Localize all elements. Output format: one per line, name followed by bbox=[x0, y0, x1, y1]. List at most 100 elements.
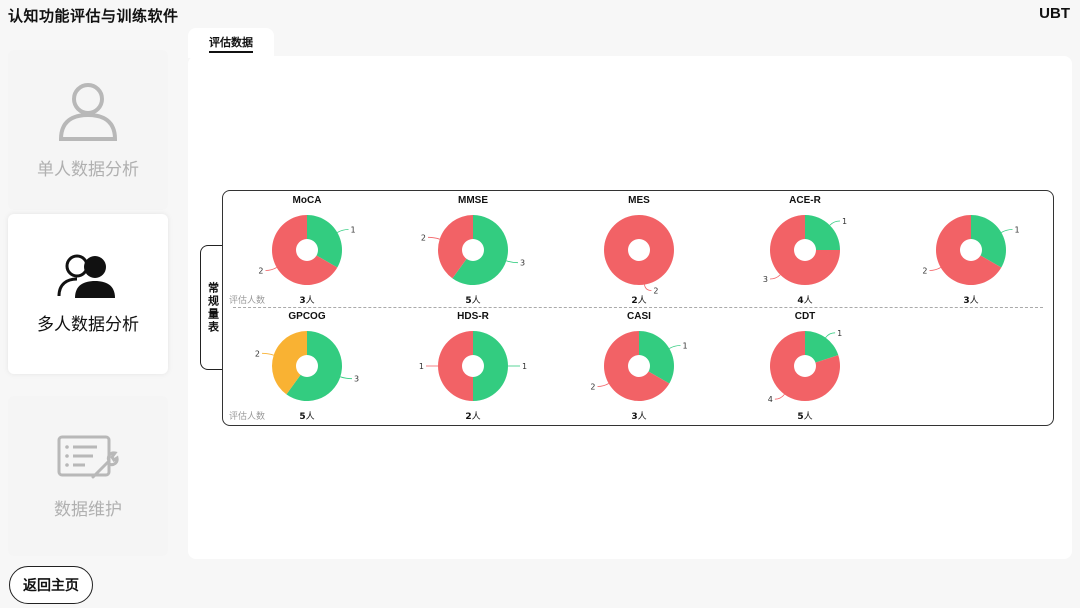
pie-slice-label: 1 bbox=[683, 342, 688, 351]
assessed-count-unit: 人 bbox=[803, 412, 813, 422]
row-divider bbox=[233, 307, 1043, 308]
pie-chart-8: CDT 1 4 5人 bbox=[735, 307, 875, 423]
assessed-count: 3人 bbox=[901, 293, 1041, 306]
pie-chart-title: MES bbox=[628, 195, 650, 206]
assessed-count-value: 2 bbox=[631, 296, 638, 306]
donut-hole bbox=[794, 355, 816, 377]
pie-chart-svg: 12 bbox=[922, 215, 1020, 285]
pie-chart-4: 1 2 3人 bbox=[901, 191, 1041, 307]
row-label-2: 评估人数 bbox=[229, 412, 266, 422]
pie-chart-svg: 12 bbox=[590, 331, 688, 401]
pie-leader-line bbox=[644, 284, 652, 291]
pie-chart-svg: 13 bbox=[763, 215, 847, 285]
pie-chart-svg: 2 bbox=[604, 215, 674, 295]
assessed-count-value: 3 bbox=[299, 296, 306, 306]
users-icon bbox=[57, 254, 115, 298]
donut-hole bbox=[628, 355, 650, 377]
assessed-count: 3人 bbox=[237, 293, 377, 306]
donut-hole bbox=[462, 239, 484, 261]
assessed-count-unit: 人 bbox=[803, 296, 813, 306]
pie-chart-svg: 32 bbox=[255, 331, 359, 401]
charts-container: 评估人数 评估人数 MoCA 1 2 3人 MMSE 3 2 5人 MES 2 2人 ACE-R 1 3 4… bbox=[222, 190, 1054, 426]
nav-single-label: 单人数据分析 bbox=[37, 159, 139, 180]
nav-multi-analysis[interactable]: 多人数据分析 bbox=[8, 214, 168, 374]
pie-chart-svg: 14 bbox=[768, 329, 842, 404]
assessed-count: 4人 bbox=[735, 293, 875, 306]
nav-single-analysis[interactable]: 单人数据分析 bbox=[8, 50, 168, 210]
pie-leader-line bbox=[774, 394, 785, 400]
pie-slice-label: 4 bbox=[768, 395, 773, 404]
pie-chart-title: ACE-R bbox=[789, 195, 821, 206]
pie-leader-line bbox=[337, 229, 349, 233]
pie-chart-title: MoCA bbox=[292, 195, 322, 206]
pie-slice-label: 3 bbox=[763, 275, 768, 284]
assessed-count: 5人 bbox=[403, 293, 543, 306]
row-label-1: 评估人数 bbox=[229, 296, 266, 306]
pie-chart-1: MMSE 3 2 5人 bbox=[403, 191, 543, 307]
pie-slice-label: 2 bbox=[255, 349, 260, 358]
pie-slice-label: 1 bbox=[419, 362, 424, 371]
pie-chart-title: CASI bbox=[627, 311, 651, 322]
pie-chart-2: MES 2 2人 bbox=[569, 191, 709, 307]
pie-leader-line bbox=[340, 376, 352, 380]
assessed-count: 3人 bbox=[569, 409, 709, 422]
pie-leader-line bbox=[825, 332, 836, 338]
donut-hole bbox=[628, 239, 650, 261]
nav-multi-label: 多人数据分析 bbox=[37, 314, 139, 335]
assessed-count-value: 5 bbox=[465, 296, 472, 306]
pie-leader-line bbox=[597, 383, 609, 387]
brand-logo: UBT bbox=[1039, 5, 1070, 22]
assessed-count: 2人 bbox=[403, 409, 543, 422]
pie-chart-6: HDS-R 1 1 2人 bbox=[403, 307, 543, 423]
section-label-text: 常规量表 bbox=[206, 281, 220, 334]
assessed-count-value: 5 bbox=[299, 412, 306, 422]
pie-slice-label: 2 bbox=[421, 233, 426, 242]
section-label: 常规量表 bbox=[200, 245, 224, 370]
assessed-count-value: 4 bbox=[797, 296, 804, 306]
pie-slice-label: 3 bbox=[354, 375, 359, 384]
user-icon bbox=[58, 82, 118, 141]
pie-chart-3: ACE-R 1 3 4人 bbox=[735, 191, 875, 307]
assessed-count-unit: 人 bbox=[305, 296, 315, 306]
pie-slice-label: 1 bbox=[842, 217, 847, 226]
pie-leader-line bbox=[929, 267, 941, 271]
pie-chart-svg: 11 bbox=[419, 331, 527, 401]
pie-slice-label: 1 bbox=[522, 362, 527, 371]
pie-slice-green bbox=[473, 331, 508, 401]
pie-slice-label: 2 bbox=[653, 286, 658, 295]
pie-leader-line bbox=[428, 236, 440, 240]
assessed-count-value: 5 bbox=[797, 412, 804, 422]
pie-chart-5: GPCOG 3 2 5人 bbox=[237, 307, 377, 423]
pie-slice-label: 1 bbox=[837, 329, 842, 338]
pie-slice-label: 2 bbox=[258, 267, 263, 276]
assessed-count-value: 2 bbox=[465, 412, 472, 422]
pie-slice-label: 3 bbox=[520, 259, 525, 268]
pie-leader-line bbox=[506, 260, 518, 264]
assessed-count-unit: 人 bbox=[471, 296, 481, 306]
donut-hole bbox=[960, 239, 982, 261]
pie-slice-orange bbox=[272, 331, 307, 395]
assessed-count: 5人 bbox=[237, 409, 377, 422]
assessed-count-unit: 人 bbox=[637, 296, 647, 306]
pie-chart-svg: 12 bbox=[258, 215, 356, 285]
pie-chart-0: MoCA 1 2 3人 bbox=[237, 191, 377, 307]
assessed-count-value: 3 bbox=[963, 296, 970, 306]
app-title: 认知功能评估与训练软件 bbox=[8, 7, 179, 25]
nav-data-maintenance[interactable]: 数据维护 bbox=[8, 396, 168, 556]
assessed-count-unit: 人 bbox=[969, 296, 979, 306]
pie-chart-svg: 32 bbox=[421, 215, 525, 285]
donut-hole bbox=[794, 239, 816, 261]
home-button[interactable]: 返回主页 bbox=[9, 566, 93, 604]
pie-slice-red bbox=[438, 215, 473, 279]
pie-leader-line bbox=[829, 220, 840, 226]
donut-hole bbox=[296, 239, 318, 261]
assessed-count-value: 3 bbox=[631, 412, 638, 422]
pie-chart-title: CDT bbox=[794, 311, 816, 322]
assessed-count-unit: 人 bbox=[305, 412, 315, 422]
pie-slice-label: 1 bbox=[351, 226, 356, 235]
pie-slice-label: 2 bbox=[590, 383, 595, 392]
tab-assessment-data[interactable]: 评估数据 bbox=[188, 28, 274, 58]
pie-leader-line bbox=[1001, 229, 1013, 233]
pie-chart-title: MMSE bbox=[458, 195, 488, 206]
pie-leader-line bbox=[669, 345, 681, 349]
